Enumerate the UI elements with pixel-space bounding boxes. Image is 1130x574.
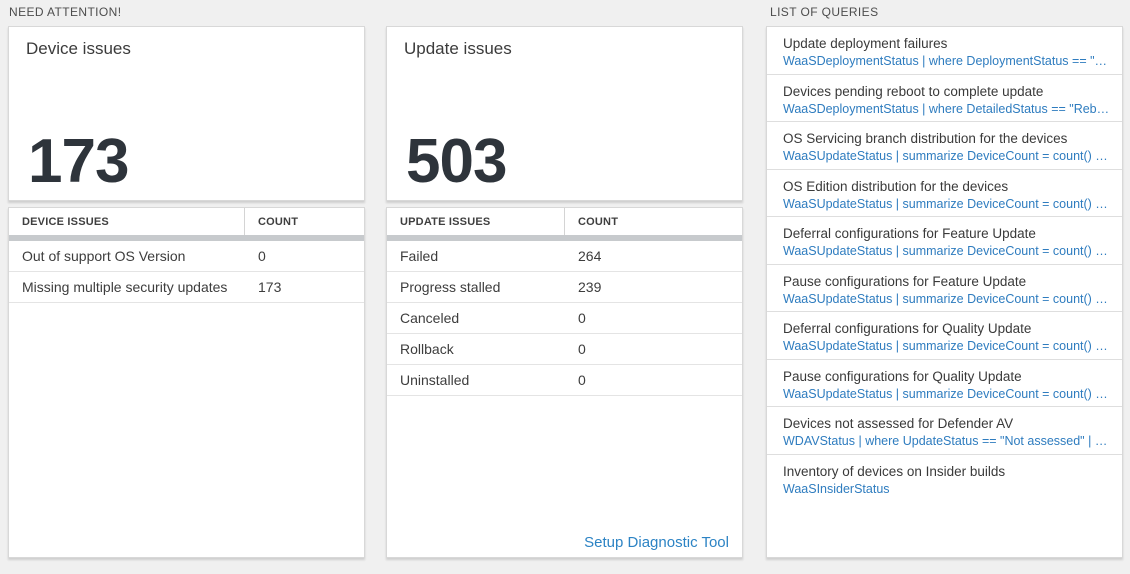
query-text: WDAVStatus | where UpdateStatus == "Not … — [783, 434, 1110, 448]
row-label: Out of support OS Version — [22, 248, 186, 264]
query-item[interactable]: Inventory of devices on Insider builds W… — [767, 455, 1122, 503]
device-issues-count: 173 — [28, 126, 129, 196]
query-item[interactable]: Deferral configurations for Quality Upda… — [767, 312, 1122, 360]
row-count: 239 — [578, 279, 602, 295]
setup-diagnostic-tool-link[interactable]: Setup Diagnostic Tool — [584, 534, 729, 551]
query-title: Deferral configurations for Feature Upda… — [783, 226, 1036, 241]
table-row[interactable]: Progress stalled 239 — [387, 272, 742, 303]
query-title: Inventory of devices on Insider builds — [783, 463, 1006, 479]
query-item[interactable]: Devices pending reboot to complete updat… — [767, 75, 1122, 122]
query-item[interactable]: Update deployment failures WaaSDeploymen… — [767, 27, 1122, 75]
query-text: WaaSDeploymentStatus | where DeploymentS… — [783, 54, 1110, 68]
device-issues-tile[interactable]: Device issues 173 — [8, 26, 365, 201]
row-count: 0 — [578, 310, 586, 326]
query-title: Deferral configurations for Quality Upda… — [783, 321, 1032, 336]
device-issues-col-header: DEVICE ISSUES — [9, 208, 245, 235]
table-row[interactable]: Canceled 0 — [387, 303, 742, 334]
query-item[interactable]: OS Edition distribution for the devices … — [767, 170, 1122, 217]
table-row[interactable]: Missing multiple security updates 173 — [9, 272, 364, 303]
update-issues-tile-title: Update issues — [404, 39, 512, 58]
query-title: Devices pending reboot to complete updat… — [783, 83, 1044, 99]
update-issues-col-header: UPDATE ISSUES — [387, 208, 565, 235]
row-label: Uninstalled — [400, 372, 470, 388]
query-item[interactable]: Pause configurations for Quality Update … — [767, 360, 1122, 407]
update-issues-table: UPDATE ISSUES COUNT Failed 264 Progress … — [386, 207, 743, 558]
query-title: Pause configurations for Quality Update — [783, 368, 1022, 384]
row-label: Rollback — [400, 341, 454, 357]
query-item[interactable]: Pause configurations for Feature Update … — [767, 265, 1122, 312]
update-issues-count: 503 — [406, 126, 507, 196]
row-label: Missing multiple security updates — [22, 279, 228, 295]
query-item[interactable]: Deferral configurations for Feature Upda… — [767, 217, 1122, 265]
query-text: WaaSUpdateStatus | summarize DeviceCount… — [783, 339, 1110, 353]
row-label: Canceled — [400, 310, 460, 326]
device-issues-table-header: DEVICE ISSUES COUNT — [9, 208, 364, 235]
update-issues-table-header: UPDATE ISSUES COUNT — [387, 208, 742, 235]
query-title: Pause configurations for Feature Update — [783, 273, 1027, 289]
count-col-header: COUNT — [578, 216, 619, 228]
query-title: Devices not assessed for Defender AV — [783, 416, 1014, 431]
row-count: 173 — [258, 279, 282, 295]
row-count: 0 — [258, 248, 266, 264]
table-row[interactable]: Rollback 0 — [387, 334, 742, 365]
query-text: WaaSUpdateStatus | summarize DeviceCount… — [783, 149, 1110, 163]
table-row[interactable]: Uninstalled 0 — [387, 365, 742, 396]
query-item[interactable]: OS Servicing branch distribution for the… — [767, 122, 1122, 170]
query-title: Update deployment failures — [783, 36, 948, 51]
table-scroll-band — [9, 235, 364, 241]
query-text: WaaSUpdateStatus | summarize DeviceCount… — [783, 196, 1110, 211]
table-row[interactable]: Failed 264 — [387, 241, 742, 272]
row-label: Progress stalled — [400, 279, 501, 295]
query-text: WaaSInsiderStatus — [783, 481, 890, 496]
query-text: WaaSUpdateStatus | summarize DeviceCount… — [783, 291, 1110, 306]
need-attention-header: NEED ATTENTION! — [9, 5, 122, 19]
table-scroll-band — [387, 235, 742, 241]
query-title: OS Servicing branch distribution for the… — [783, 131, 1068, 146]
row-label: Failed — [400, 248, 439, 264]
table-row[interactable]: Out of support OS Version 0 — [9, 241, 364, 272]
row-count: 0 — [578, 372, 586, 388]
row-count: 264 — [578, 248, 602, 264]
query-title: OS Edition distribution for the devices — [783, 178, 1009, 194]
query-text: WaaSUpdateStatus | summarize DeviceCount… — [783, 386, 1110, 401]
list-of-queries-header: LIST OF QUERIES — [770, 5, 879, 19]
update-issues-tile[interactable]: Update issues 503 — [386, 26, 743, 201]
count-col-header: COUNT — [258, 216, 299, 228]
query-text: WaaSUpdateStatus | summarize DeviceCount… — [783, 244, 1110, 258]
row-count: 0 — [578, 341, 586, 357]
device-issues-table: DEVICE ISSUES COUNT Out of support OS Ve… — [8, 207, 365, 558]
query-item[interactable]: Devices not assessed for Defender AV WDA… — [767, 407, 1122, 455]
queries-panel: Update deployment failures WaaSDeploymen… — [766, 26, 1123, 558]
query-text: WaaSDeploymentStatus | where DetailedSta… — [783, 101, 1110, 116]
device-issues-tile-title: Device issues — [26, 39, 131, 58]
